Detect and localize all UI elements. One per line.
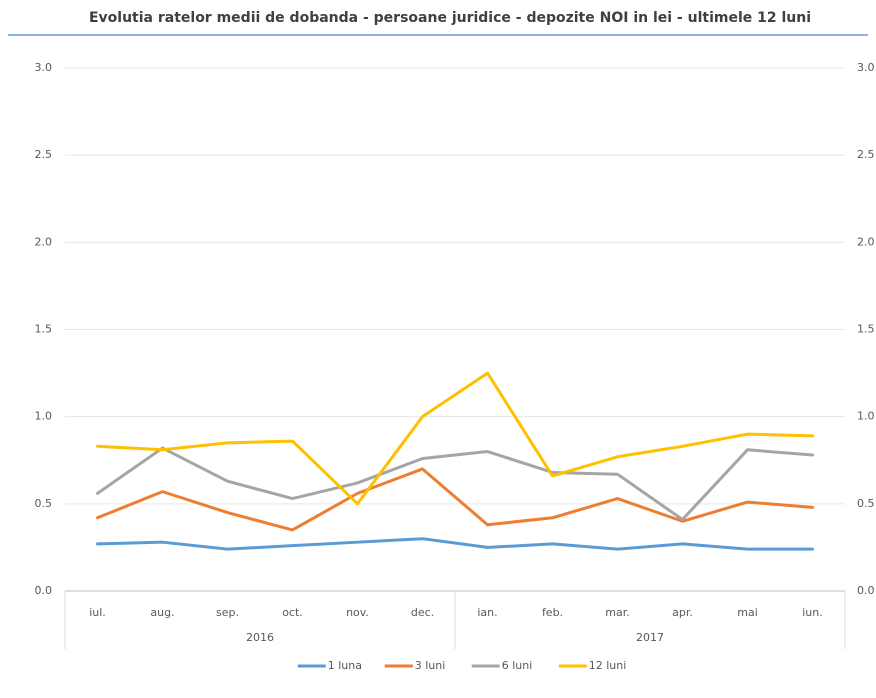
legend-label: 1 luna [328, 659, 362, 672]
legend-label: 3 luni [415, 659, 446, 672]
y-tick-label: 0.5 [35, 497, 53, 510]
y2-tick-label: 2.5 [857, 148, 875, 161]
y2-tick-label: 0.0 [857, 584, 875, 597]
x-tick-label: iul. [89, 606, 106, 619]
y2-tick-label: 1.0 [857, 410, 875, 423]
series-line [96, 446, 814, 522]
x-tick-label: aug. [150, 606, 174, 619]
y2-tick-label: 0.5 [857, 497, 875, 510]
legend-label: 6 luni [502, 659, 533, 672]
y-tick-label: 3.0 [35, 61, 53, 74]
x-tick-label: mai [737, 606, 758, 619]
x-tick-label: feb. [542, 606, 563, 619]
y2-tick-label: 3.0 [857, 61, 875, 74]
x-tick-label: sep. [216, 606, 239, 619]
y-tick-label: 0.0 [35, 584, 53, 597]
y-tick-label: 1.0 [35, 410, 53, 423]
x-tick-label: dec. [411, 606, 434, 619]
x-tick-label: iun. [802, 606, 823, 619]
series-line [96, 467, 814, 532]
x-tick-label: ian. [477, 606, 497, 619]
y2-tick-label: 1.5 [857, 323, 875, 336]
x-tick-label: nov. [346, 606, 369, 619]
x-tick-label: apr. [672, 606, 693, 619]
y-tick-label: 2.0 [35, 235, 53, 248]
series-line [96, 371, 814, 506]
y-tick-label: 1.5 [35, 323, 53, 336]
chart-title: Evolutia ratelor medii de dobanda - pers… [89, 10, 811, 26]
group-label: 2016 [246, 631, 274, 644]
x-tick-label: oct. [282, 606, 303, 619]
x-tick-label: mar. [605, 606, 629, 619]
y-tick-label: 2.5 [35, 148, 53, 161]
legend-label: 12 luni [589, 659, 627, 672]
series-line [96, 537, 814, 551]
y2-tick-label: 2.0 [857, 235, 875, 248]
group-label: 2017 [636, 631, 664, 644]
